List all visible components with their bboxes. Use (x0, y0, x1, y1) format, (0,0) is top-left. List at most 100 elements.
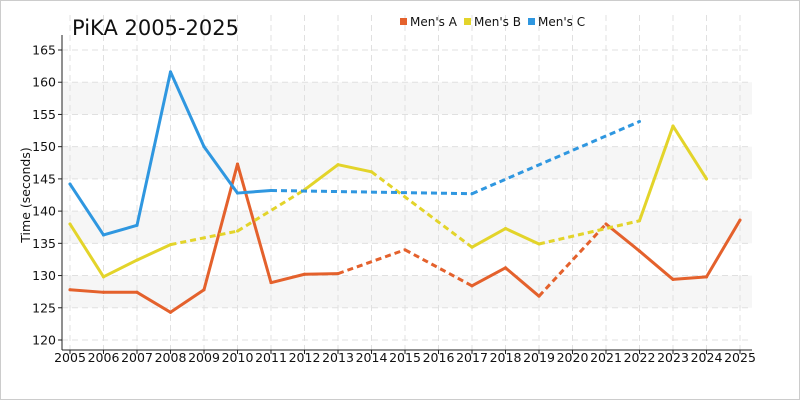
data-point (102, 290, 105, 294)
y-tick-label: 135 (32, 236, 56, 251)
x-tick-label: 2005 (54, 350, 86, 365)
data-point (236, 162, 239, 166)
legend: Men's A Men's B Men's C (400, 15, 585, 29)
data-point (403, 248, 407, 252)
series-segment-men-s-c (202, 145, 239, 195)
series-segment-men-s-b (671, 124, 708, 181)
data-point (135, 290, 139, 294)
data-point (638, 249, 641, 253)
series-segment-men-s-c (102, 223, 139, 237)
data-point (470, 245, 474, 249)
y-tick-label: 125 (32, 300, 56, 315)
data-point (135, 223, 139, 227)
x-tick-label: 2016 (423, 350, 455, 365)
series-segment-men-s-b (303, 163, 340, 192)
data-point (504, 227, 507, 231)
data-point (604, 222, 608, 226)
legend-swatch (528, 18, 535, 25)
data-point (470, 192, 474, 196)
x-tick-label: 2017 (456, 350, 488, 365)
y-tick-label: 155 (32, 107, 56, 122)
data-point (169, 310, 172, 314)
series-segment-men-s-a (269, 272, 306, 285)
grid-band (62, 211, 752, 244)
chart-title: PiKA 2005-2025 (72, 16, 239, 40)
data-point (537, 294, 541, 298)
y-tick-label: 130 (32, 268, 56, 283)
series-segment-men-s-b (236, 188, 306, 233)
series-segment-men-s-b (68, 222, 105, 279)
x-tick-label: 2022 (624, 350, 656, 365)
data-point (236, 191, 239, 195)
series-segment-men-s-a (705, 218, 742, 279)
series-segment-men-s-b (538, 219, 640, 246)
series-segment-men-s-c (270, 188, 473, 196)
series-segment-men-s-c (471, 120, 641, 196)
series-segment-men-s-b (504, 227, 541, 246)
y-tick-label: 145 (32, 171, 56, 186)
data-point (638, 219, 641, 223)
series-segment-men-s-b (370, 170, 473, 249)
series-segment-men-s-c (169, 70, 206, 149)
y-tick-label: 165 (32, 43, 56, 58)
series-segment-men-s-a (236, 162, 273, 285)
x-tick-label: 2006 (88, 350, 120, 365)
x-tick-label: 2014 (356, 350, 388, 365)
x-tick-label: 2023 (657, 350, 689, 365)
y-tick-label: 120 (32, 333, 56, 348)
grid-band (62, 275, 752, 308)
legend-label: Men's C (538, 15, 585, 29)
series-segment-men-s-b (170, 229, 238, 247)
data-point (169, 70, 172, 74)
data-point (705, 177, 708, 181)
series-segment-men-s-c (135, 70, 172, 227)
legend-swatch (464, 18, 471, 25)
x-tick-label: 2013 (322, 350, 354, 365)
series-segment-men-s-a (68, 288, 105, 294)
series-segment-men-s-a (169, 288, 206, 314)
series-segment-men-s-b (135, 243, 172, 262)
data-point (169, 243, 172, 247)
data-point (537, 242, 541, 246)
data-point (68, 182, 72, 186)
y-axis-label: Time (seconds) (18, 147, 33, 243)
series-segment-men-s-b (470, 227, 507, 249)
data-point (470, 284, 474, 288)
series-segment-men-s-b (638, 124, 675, 223)
y-tick-label: 140 (32, 204, 56, 219)
series-segment-men-s-a (337, 248, 406, 276)
data-point (504, 266, 507, 270)
x-tick-label: 2012 (289, 350, 321, 365)
series-segment-men-s-b (102, 258, 139, 279)
series-segment-men-s-a (470, 266, 507, 288)
data-point (705, 275, 708, 279)
series-segment-men-s-a (671, 275, 708, 281)
series-segment-men-s-c (68, 182, 105, 237)
legend-label: Men's B (474, 15, 521, 29)
x-tick-label: 2015 (389, 350, 421, 365)
data-point (236, 229, 239, 233)
x-tick-label: 2009 (188, 350, 220, 365)
data-point (336, 163, 340, 167)
data-point (671, 277, 675, 281)
data-point (269, 281, 273, 285)
data-point (336, 272, 340, 276)
data-point (638, 120, 641, 124)
data-point (202, 288, 206, 292)
data-point (68, 288, 72, 292)
series-segment-men-s-a (404, 248, 473, 288)
x-tick-label: 2007 (121, 350, 153, 365)
data-point (102, 233, 105, 237)
data-point (269, 188, 273, 192)
x-tick-label: 2021 (590, 350, 622, 365)
series-segment-men-s-a (303, 272, 340, 276)
x-tick-label: 2018 (490, 350, 522, 365)
data-point (370, 170, 373, 174)
data-point (135, 258, 139, 262)
data-point (738, 218, 742, 222)
x-tick-label: 2010 (222, 350, 254, 365)
x-tick-label: 2011 (255, 350, 287, 365)
